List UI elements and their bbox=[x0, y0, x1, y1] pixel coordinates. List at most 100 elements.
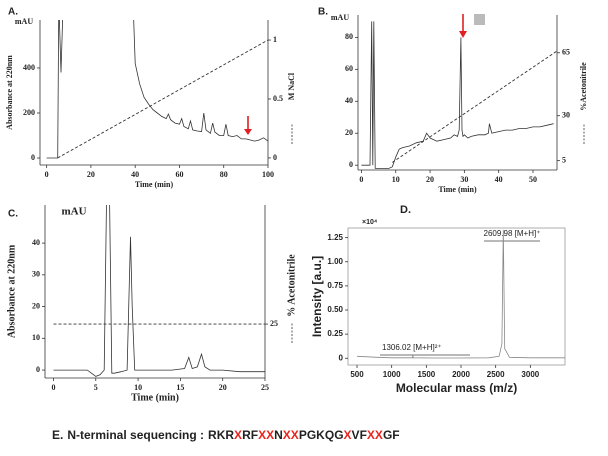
y-tick-label: 0 bbox=[349, 160, 353, 169]
x-tick-label: 30 bbox=[460, 175, 468, 184]
x-tick-label: 0 bbox=[45, 170, 49, 179]
trace bbox=[46, 20, 268, 159]
y-tick-label: 20 bbox=[345, 128, 353, 137]
y2-axis-label: M NaCl bbox=[287, 72, 296, 100]
residue: X bbox=[343, 428, 352, 442]
annotation: 1306.02 [M+H]²⁺ bbox=[382, 343, 442, 352]
y-tick-label: 1.00 bbox=[327, 257, 343, 266]
y-tick-label: 0.50 bbox=[327, 305, 343, 314]
x-tick-label: 5 bbox=[94, 383, 98, 392]
y-tick-label: 60 bbox=[345, 64, 353, 73]
y-axis-label: Intensity [a.u.] bbox=[310, 256, 324, 337]
y2-tick-label: 0 bbox=[273, 153, 277, 162]
y-multiplier: ×10⁴ bbox=[362, 219, 378, 226]
residue: P bbox=[298, 428, 307, 442]
residue: Q bbox=[324, 428, 335, 442]
y2-tick-label: 0.5 bbox=[273, 94, 283, 103]
y2-axis-label: %Acetonitrile bbox=[579, 62, 588, 111]
plot-frame bbox=[347, 227, 566, 366]
residue: R bbox=[225, 428, 235, 442]
x-tick-label: 20 bbox=[426, 175, 434, 184]
x-tick-label: 3000 bbox=[521, 370, 539, 379]
arrow-head bbox=[244, 129, 252, 135]
trace bbox=[53, 205, 265, 377]
y2-tick-label: 1 bbox=[273, 35, 277, 44]
residue: G bbox=[334, 428, 344, 442]
residue: K bbox=[316, 428, 325, 442]
y2-tick-label: 5 bbox=[562, 155, 566, 164]
arrow-head bbox=[459, 31, 467, 38]
gradient-line bbox=[392, 50, 557, 163]
x-axis-label: Time (min) bbox=[131, 392, 179, 403]
residue: N bbox=[274, 428, 283, 442]
y2-tick-label: 65 bbox=[562, 48, 570, 57]
x-tick-label: 1500 bbox=[417, 370, 435, 379]
residue: X bbox=[282, 428, 291, 442]
trace bbox=[361, 21, 554, 169]
panel-label: B. bbox=[318, 7, 328, 18]
caption: E. N-terminal sequencing : RKRXRFXXNXXPGKQ… bbox=[52, 428, 400, 442]
residue: X bbox=[258, 428, 267, 442]
x-tick-label: 500 bbox=[350, 370, 364, 379]
unit-label: mAU bbox=[331, 13, 349, 22]
y-tick-label: 20 bbox=[32, 301, 40, 310]
caption-prefix: N-terminal sequencing : bbox=[67, 428, 205, 442]
unit-label: mAU bbox=[15, 17, 33, 26]
x-tick-label: 0 bbox=[51, 383, 55, 392]
y-axis-label: Absorbance at 220nm bbox=[5, 55, 14, 130]
x-tick-label: 20 bbox=[219, 383, 227, 392]
residue: G bbox=[382, 428, 393, 442]
y-tick-label: 0 bbox=[31, 153, 35, 162]
x-axis-label: Molecular mass (m/z) bbox=[396, 381, 517, 395]
y-tick-label: 80 bbox=[345, 32, 353, 41]
x-tick-label: 15 bbox=[176, 383, 184, 392]
gradient-line bbox=[57, 39, 268, 159]
x-tick-label: 0 bbox=[359, 175, 363, 184]
sequence: RKRXRFXXNXXPGKQGXVFXXGF bbox=[208, 428, 400, 442]
y-tick-label: 40 bbox=[32, 238, 40, 247]
trace bbox=[356, 229, 565, 359]
plot-area bbox=[46, 20, 268, 159]
y-tick-label: 30 bbox=[32, 270, 40, 279]
y-tick-label: 1.25 bbox=[327, 233, 343, 242]
residue: X bbox=[366, 428, 375, 442]
x-tick-label: 2000 bbox=[452, 370, 470, 379]
plot-area bbox=[356, 229, 565, 359]
panel-label: D. bbox=[400, 204, 411, 216]
residue: X bbox=[290, 428, 299, 442]
y-tick-label: 10 bbox=[32, 333, 40, 342]
x-tick-label: 60 bbox=[175, 170, 183, 179]
unit-label: mAU bbox=[61, 206, 86, 218]
x-tick-label: 1000 bbox=[383, 370, 401, 379]
y2-tick-label: 30 bbox=[562, 111, 570, 120]
annotation: 2609.98 [M+H]⁺ bbox=[484, 229, 541, 238]
x-tick-label: 2500 bbox=[487, 370, 505, 379]
y-tick-label: 400 bbox=[23, 63, 35, 72]
residue: F bbox=[359, 428, 367, 442]
y-tick-label: 0 bbox=[339, 353, 344, 362]
residue: X bbox=[266, 428, 275, 442]
y-tick-label: 200 bbox=[23, 108, 35, 117]
residue: R bbox=[208, 428, 217, 442]
x-axis-label: Time (min) bbox=[438, 185, 477, 194]
plot-area bbox=[361, 21, 557, 169]
residue: X bbox=[234, 428, 243, 442]
x-axis-label: Time (min) bbox=[135, 180, 174, 189]
residue: R bbox=[242, 428, 251, 442]
caption-label: E. bbox=[52, 428, 64, 442]
panel-label: C. bbox=[8, 209, 18, 220]
residue: V bbox=[351, 428, 360, 442]
plot-area bbox=[53, 205, 265, 377]
x-tick-label: 40 bbox=[495, 175, 503, 184]
y-tick-label: 0.75 bbox=[327, 281, 343, 290]
panel-label: A. bbox=[8, 7, 18, 18]
residue: K bbox=[216, 428, 226, 442]
x-tick-label: 50 bbox=[529, 175, 537, 184]
y-tick-label: 0 bbox=[36, 365, 40, 374]
y-tick-label: 40 bbox=[345, 96, 353, 105]
residue: G bbox=[306, 428, 317, 442]
residue: X bbox=[374, 428, 383, 442]
y2-axis-label: % Acetonitrile bbox=[286, 254, 297, 317]
